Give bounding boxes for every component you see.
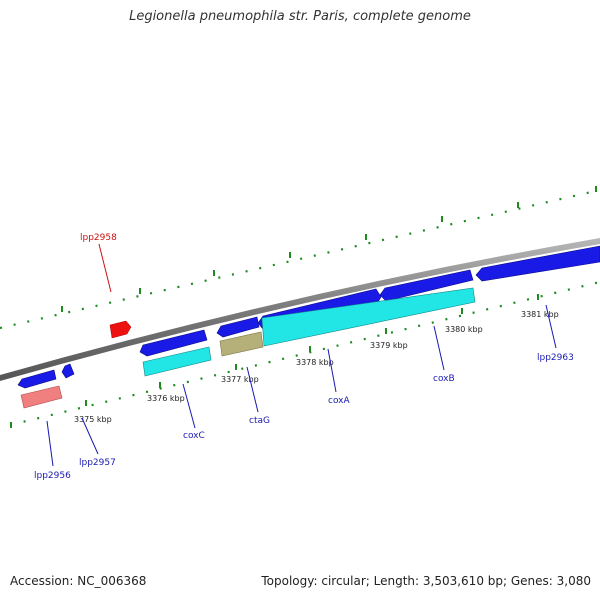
genome-title: Legionella pneumophila str. Paris, compl… xyxy=(129,9,471,24)
upper-major-ticks xyxy=(61,186,597,312)
cds-ctaG[interactable] xyxy=(219,331,264,357)
cds-track xyxy=(20,287,476,409)
gene-label-ctaG[interactable]: ctaG xyxy=(249,416,270,426)
topology-footer: Topology: circular; Length: 3,503,610 bp… xyxy=(261,574,591,588)
gene-lpp2957-arrow[interactable] xyxy=(61,363,75,379)
kbp-label-3378: 3378 kbp xyxy=(296,358,334,367)
cds-lpp2956[interactable] xyxy=(20,385,63,409)
kbp-label-3379: 3379 kbp xyxy=(370,341,408,350)
lower-major-ticks xyxy=(10,294,539,428)
kbp-label-3375: 3375 kbp xyxy=(74,415,112,424)
lpp2958-leader-line xyxy=(98,243,112,293)
lower-tick-track xyxy=(9,280,600,427)
gene-label-lpp2956[interactable]: lpp2956 xyxy=(34,471,71,481)
accession-label: Accession: xyxy=(10,574,74,588)
kbp-label-3377: 3377 kbp xyxy=(221,375,259,384)
kbp-label-3381: 3381 kbp xyxy=(521,310,559,319)
gene-leader-lines xyxy=(46,304,557,467)
genome-backbone xyxy=(0,238,600,381)
kbp-label-3376: 3376 kbp xyxy=(147,394,185,403)
cds-coxA-coxB[interactable] xyxy=(261,287,476,347)
gene-coxB-arrow[interactable] xyxy=(379,269,474,302)
cds-coxC[interactable] xyxy=(142,346,212,377)
gene-lpp2963-arrow[interactable] xyxy=(475,245,600,282)
gene-lpp2958-feature[interactable] xyxy=(109,320,132,339)
gene-label-lpp2957[interactable]: lpp2957 xyxy=(79,458,116,468)
gene-label-lpp2963[interactable]: lpp2963 xyxy=(537,353,574,363)
gene-label-coxC[interactable]: coxC xyxy=(183,431,205,441)
gene-ctaG-arrow[interactable] xyxy=(216,316,260,338)
forward-gene-arrows xyxy=(17,245,600,389)
gene-coxC-arrow[interactable] xyxy=(139,329,208,357)
gene-label-lpp2958[interactable]: lpp2958 xyxy=(80,233,117,243)
accession-value: NC_006368 xyxy=(77,574,147,588)
kbp-label-3380: 3380 kbp xyxy=(445,325,483,334)
accession-footer: Accession: NC_006368 xyxy=(10,574,146,588)
gene-label-coxA[interactable]: coxA xyxy=(328,396,351,406)
gene-label-coxB[interactable]: coxB xyxy=(433,374,455,384)
gene-lpp2956-arrow[interactable] xyxy=(17,369,57,389)
